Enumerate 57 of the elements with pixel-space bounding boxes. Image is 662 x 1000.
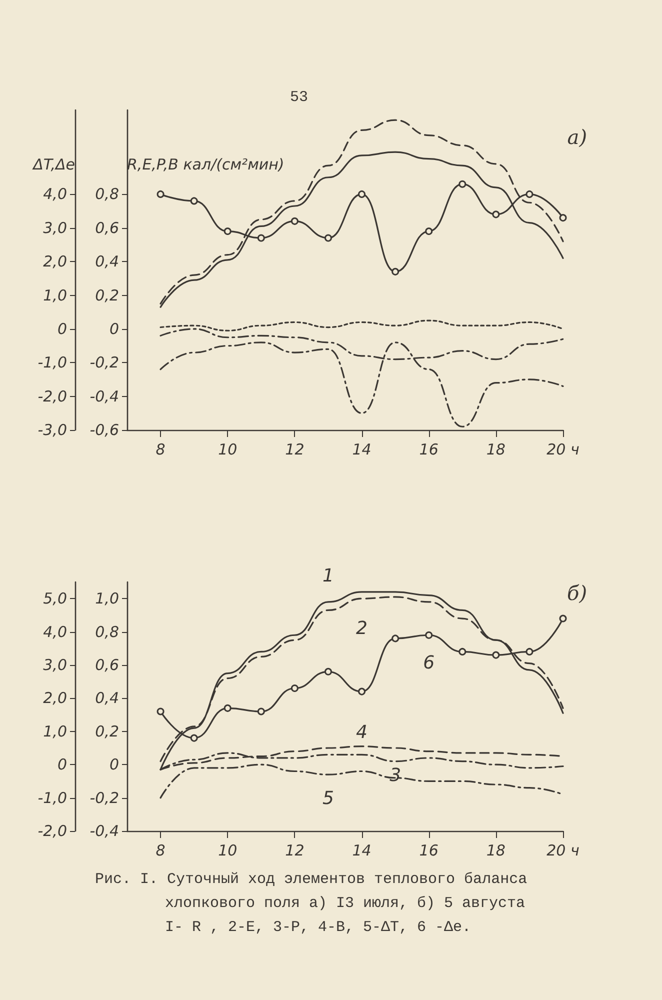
text: Рис. I. Суточный ход элементов теплового баланса хлопкового поля а) I3 июля, б) 5 августа I- R , 2-E, 3-P, 4-B, 5-ΔT, 6 -Δe. [95,870,528,938]
y2-axis-title: ΔT,Δe [32,156,75,174]
y-tick-label: 0,2 [95,286,119,304]
y2-tick-label: 0 [57,320,67,338]
y-tick-label: 0,4 [95,689,119,708]
x-tick-label: 20 ч [546,842,580,860]
y2-tick-label: -1,0 [38,788,67,807]
y2-tick-label: 0 [57,756,67,774]
y-tick-label: -0,4 [90,822,119,840]
series-label: 4 [356,722,368,743]
series-label: 2 [356,618,368,640]
y-tick-label: -0,2 [90,354,119,372]
y-tick-label: 0,8 [95,622,119,641]
y2-tick-label: 2,0 [43,252,67,271]
y-tick-label: 0,4 [95,252,119,271]
y-tick-label: -0,2 [90,788,119,807]
y-tick-label: 0,6 [95,656,119,674]
x-tick-label: 20 ч [546,440,580,458]
x-tick-label: 12 [285,440,304,458]
y2-tick-label: 2,0 [43,689,67,708]
y-axis-title: R,E,P,B кал/(см²мин) [127,156,284,174]
x-tick-label: 10 [218,842,238,860]
y-tick-label: 0,8 [95,185,119,204]
y2-tick-label: 3,0 [43,218,67,237]
y2-tick-label: -3,0 [38,421,67,439]
y2-tick-label: 5,0 [43,590,67,608]
series-label: 1 [322,565,334,586]
x-tick-label: 8 [156,842,166,860]
y2-tick-label: 4,0 [43,185,67,204]
y2-tick-label: 1,0 [43,722,67,740]
y2-tick-label: -2,0 [38,822,67,840]
y-tick-label: 0 [109,756,119,774]
x-tick-label: 10 [218,440,238,458]
y-tick-label: 1,0 [95,590,119,608]
x-tick-label: 16 [419,842,438,860]
y-tick-label: 0 [109,320,119,338]
x-tick-label: 14 [352,440,372,458]
series-label: 5 [322,788,334,810]
x-tick-label: 18 [486,842,506,860]
chart-title: б) [566,581,588,605]
y-tick-label: -0,6 [90,421,119,439]
x-tick-label: 14 [352,842,372,860]
y-tick-label: -0,4 [90,387,119,406]
y2-tick-label: 1,0 [43,286,67,304]
y2-tick-label: -2,0 [38,387,67,406]
x-tick-label: 8 [156,440,166,458]
y2-tick-label: -1,0 [38,354,67,372]
x-tick-label: 12 [285,842,304,860]
text: 53 [290,88,308,108]
x-tick-label: 18 [486,440,506,458]
text: а) [567,125,588,149]
y-tick-label: 0,2 [95,722,119,740]
y2-tick-label: 3,0 [43,656,67,674]
y-tick-label: 0,6 [95,218,119,237]
series-label: 6 [423,652,435,674]
y2-tick-label: 4,0 [43,622,67,641]
x-tick-label: 16 [419,440,438,458]
